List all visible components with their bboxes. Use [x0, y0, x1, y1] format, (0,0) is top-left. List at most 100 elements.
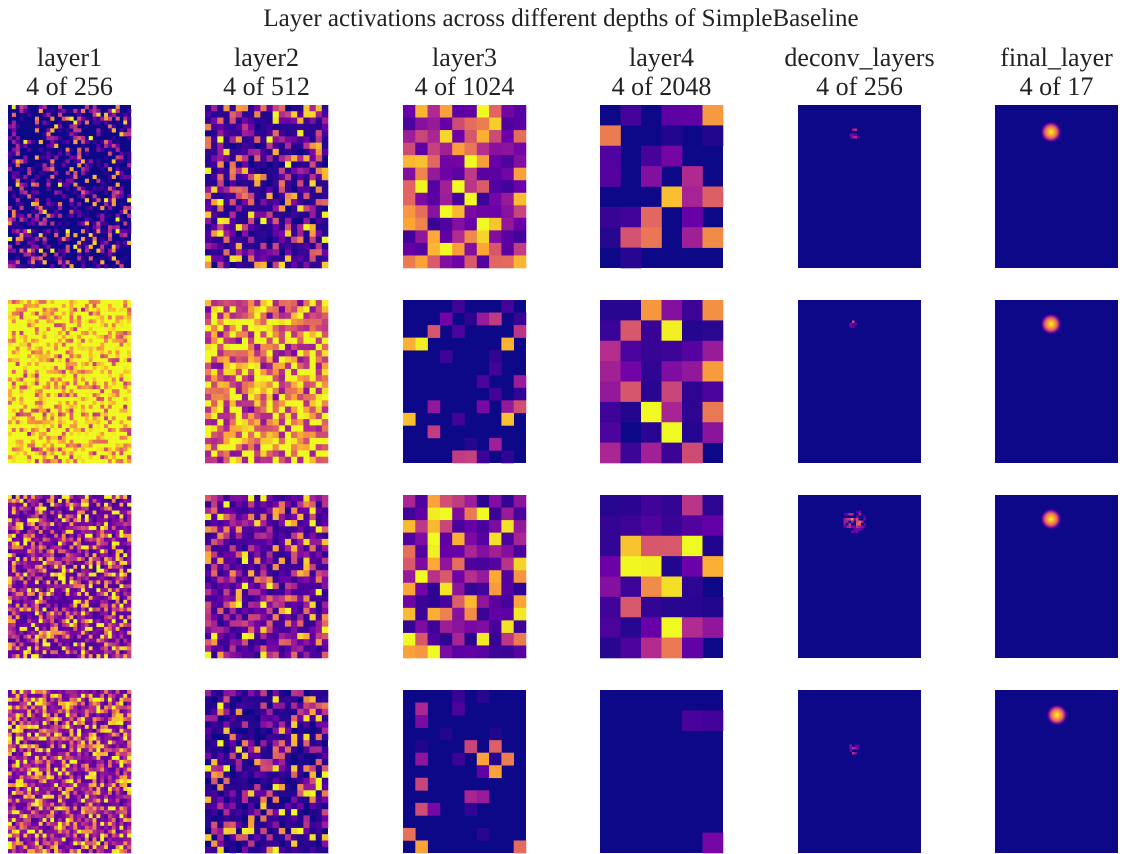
map-cell — [39, 420, 43, 424]
map-cell — [217, 375, 223, 382]
map-cell — [43, 136, 47, 140]
map-cell — [81, 331, 85, 335]
map-cell — [93, 592, 97, 596]
map-cell — [35, 514, 39, 518]
map-cell — [81, 608, 85, 612]
map-cell — [316, 369, 322, 376]
map-cell — [242, 394, 248, 401]
map-cell — [23, 374, 27, 378]
map-cell — [211, 224, 217, 231]
map-cell — [77, 627, 81, 631]
map-cell — [116, 194, 120, 198]
map-cell — [108, 233, 112, 237]
map-cell — [93, 440, 97, 444]
map-cell — [116, 604, 120, 608]
map-cell — [12, 444, 16, 448]
map-cell — [127, 580, 131, 584]
map-cell — [322, 325, 328, 332]
map-cell — [104, 144, 108, 148]
map-cell — [66, 163, 70, 167]
map-cell — [682, 422, 703, 443]
map-cell — [89, 631, 93, 635]
map-cell — [85, 206, 89, 210]
map-cell — [279, 363, 285, 370]
map-cell — [297, 526, 303, 533]
map-cell — [93, 580, 97, 584]
map-cell — [23, 245, 27, 249]
map-cell — [39, 538, 43, 542]
map-cell — [108, 596, 112, 600]
map-cell — [104, 343, 108, 347]
map-cell — [310, 118, 316, 125]
map-cell — [291, 224, 297, 231]
map-cell — [58, 428, 62, 432]
map-cell — [96, 514, 100, 518]
map-cell — [54, 604, 58, 608]
map-cell — [43, 413, 47, 417]
map-cell — [54, 347, 58, 351]
map-cell — [31, 646, 35, 650]
map-cell — [73, 584, 77, 588]
map-cell — [254, 205, 260, 212]
map-cell — [20, 308, 24, 312]
map-cell — [310, 608, 316, 615]
map-cell — [104, 300, 108, 304]
map-cell — [12, 639, 16, 643]
map-cell — [236, 205, 242, 212]
map-cell — [279, 344, 285, 351]
map-cell — [112, 316, 116, 320]
map-cell — [81, 580, 85, 584]
map-cell — [35, 378, 39, 382]
map-cell — [81, 194, 85, 198]
map-cell — [43, 561, 47, 565]
map-cell — [223, 583, 229, 590]
map-cell — [223, 224, 229, 231]
map-cell — [50, 202, 54, 206]
map-cell — [273, 526, 279, 533]
map-cell — [12, 397, 16, 401]
map-cell — [260, 338, 266, 345]
map-cell — [123, 639, 127, 643]
map-cell — [104, 424, 108, 428]
map-cell — [267, 432, 273, 439]
map-cell — [116, 514, 120, 518]
map-cell — [46, 646, 50, 650]
map-cell — [50, 615, 54, 619]
map-cell — [35, 553, 39, 557]
map-cell — [242, 545, 248, 552]
map-cell — [16, 545, 20, 549]
map-cell — [66, 405, 70, 409]
map-cell — [119, 639, 123, 643]
map-cell — [12, 451, 16, 455]
map-cell — [23, 654, 27, 658]
map-cell — [93, 530, 97, 534]
map-cell — [66, 343, 70, 347]
map-cell — [205, 413, 211, 420]
map-cell — [123, 650, 127, 654]
map-cell — [8, 635, 12, 639]
map-cell — [621, 248, 642, 269]
map-cell — [310, 388, 316, 395]
map-cell — [285, 243, 291, 250]
map-cell — [77, 495, 81, 499]
map-cell — [242, 224, 248, 231]
map-cell — [73, 300, 77, 304]
map-cell — [31, 654, 35, 658]
map-cell — [316, 564, 322, 571]
map-cell — [267, 350, 273, 357]
map-cell — [50, 654, 54, 658]
map-cell — [54, 362, 58, 366]
map-cell — [46, 366, 50, 370]
map-cell — [285, 111, 291, 118]
map-cell — [116, 148, 120, 152]
map-cell — [23, 155, 27, 159]
map-cell — [35, 499, 39, 503]
map-cell — [267, 602, 273, 609]
map-cell — [85, 331, 89, 335]
map-cell — [108, 312, 112, 316]
map-cell — [322, 539, 328, 546]
map-cell — [116, 619, 120, 623]
map-cell — [260, 388, 266, 395]
map-cell — [93, 654, 97, 658]
map-cell — [85, 451, 89, 455]
